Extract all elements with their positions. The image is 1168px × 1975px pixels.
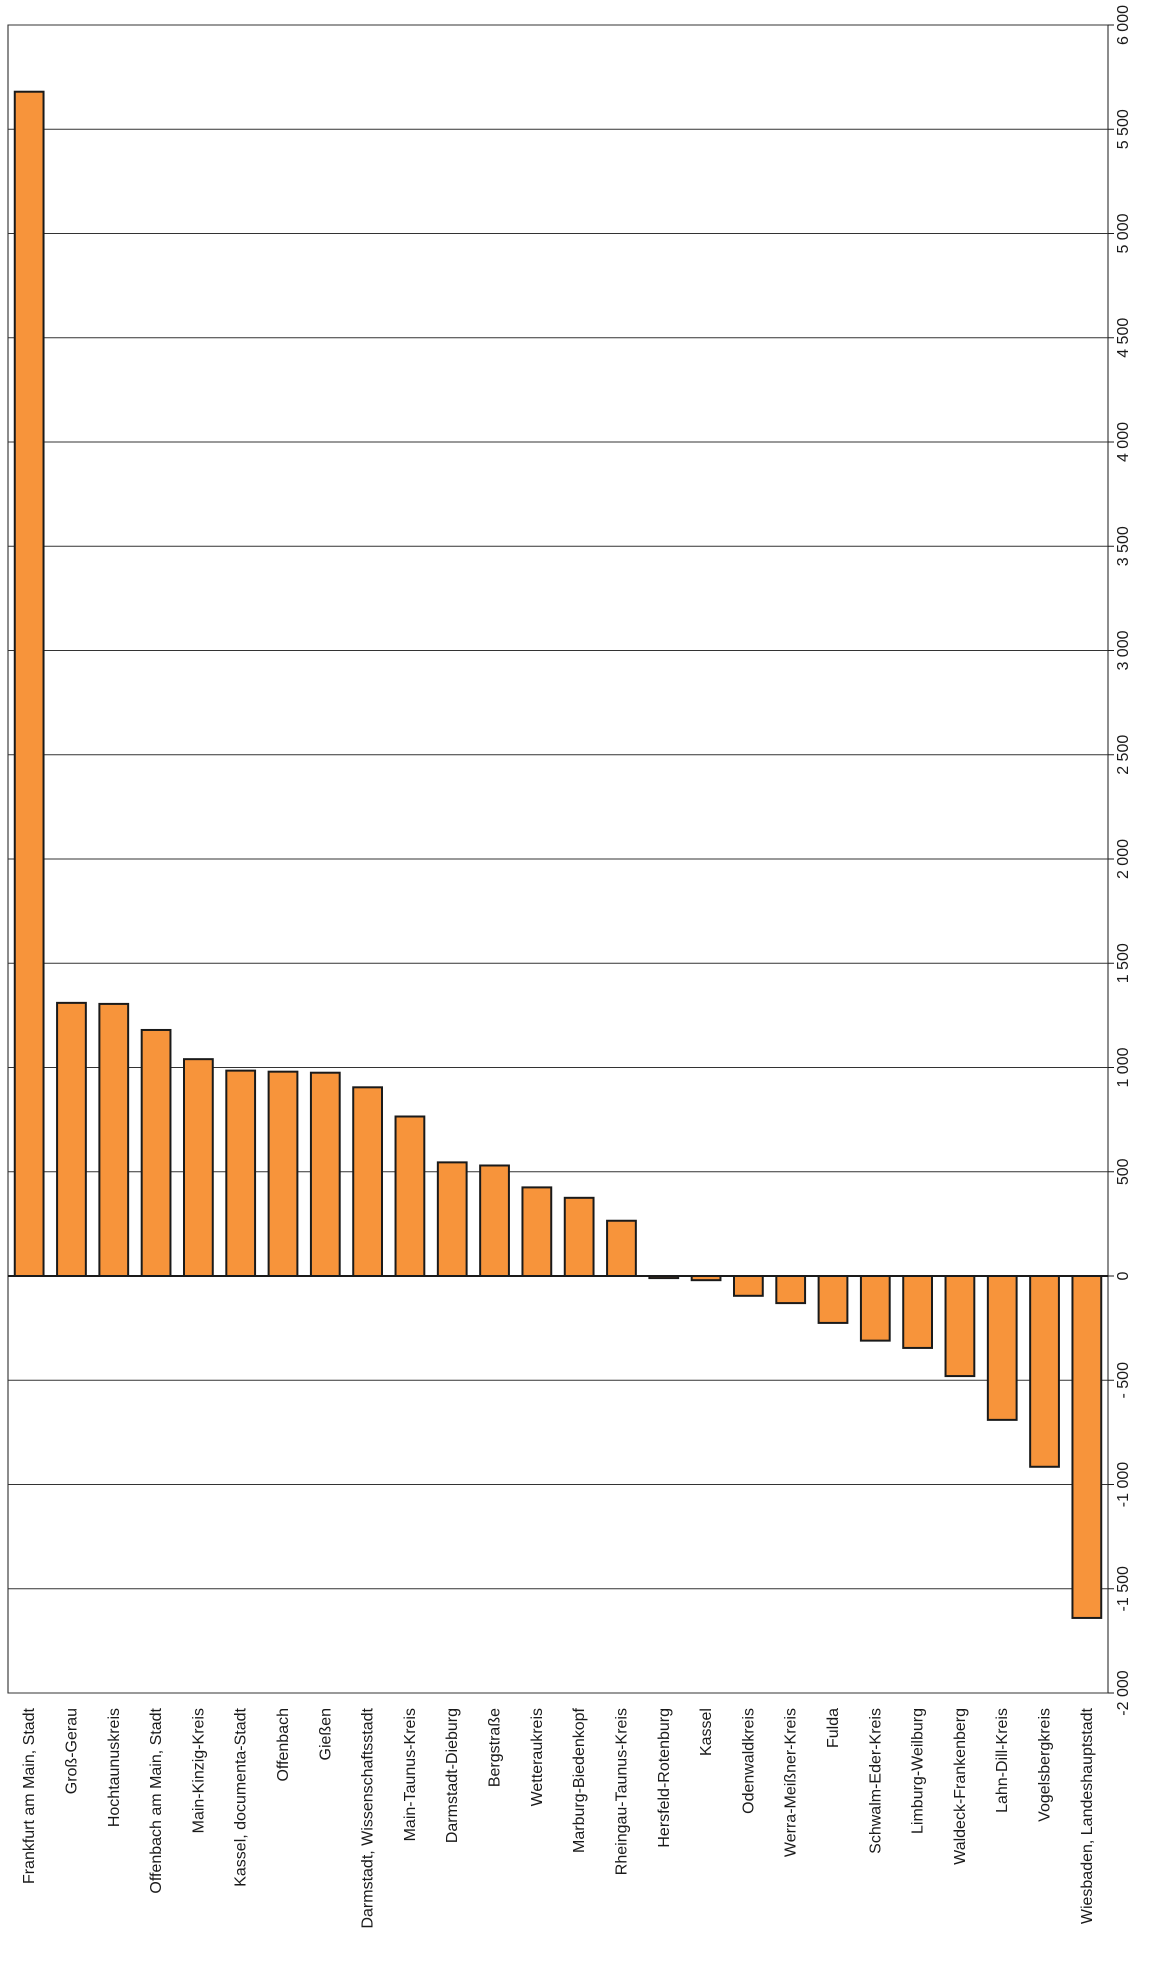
bar (183, 1058, 214, 1278)
tick-label: 1 500 (1115, 943, 1132, 983)
bar (1029, 1275, 1060, 1468)
tick-label: 3 000 (1115, 630, 1132, 670)
tick-label: 4 500 (1115, 318, 1132, 358)
tick-label: - 500 (1115, 1362, 1132, 1399)
bar (309, 1071, 341, 1278)
bar (13, 90, 45, 1278)
category-label: Main-Taunus-Kreis (402, 1708, 419, 1841)
tick-label: 2 000 (1115, 839, 1132, 879)
bar (817, 1275, 849, 1324)
tick-label: -1 000 (1115, 1462, 1132, 1507)
tick-label: 5 000 (1115, 213, 1132, 253)
tick-label: 5 500 (1115, 109, 1132, 149)
tick-label: 0 (1115, 1271, 1132, 1280)
value-tick-labels: -2 000 -1 500 -1 000 - 500 0 500 1 000 1 500 2 0… (1115, 5, 1132, 1716)
category-label: Marburg-Biedenkopf (571, 1707, 588, 1853)
tick-label: 500 (1115, 1158, 1132, 1185)
bar (563, 1196, 595, 1277)
category-label: Gießen (317, 1708, 334, 1760)
bar (479, 1164, 510, 1277)
category-label: Wiesbaden, Landeshauptstadt (1079, 1707, 1096, 1924)
bar (140, 1028, 172, 1277)
category-label: Darmstadt-Dieburg (444, 1708, 461, 1843)
bar (394, 1115, 426, 1278)
category-label: Hochtaunuskreis (106, 1708, 123, 1827)
category-label: Odenwaldkreis (740, 1708, 757, 1814)
category-label: Werra-Meißner-Kreis (783, 1708, 800, 1857)
category-label: Frankfurt am Main, Stadt (21, 1707, 38, 1884)
bar (986, 1275, 1018, 1421)
bar (521, 1186, 553, 1277)
tick-label: -1 500 (1115, 1566, 1132, 1611)
bar (225, 1069, 257, 1277)
category-labels: Frankfurt am Main, Stadt Groß-Gerau Hochta… (21, 1707, 1096, 1928)
category-label: Rheingau-Taunus-Kreis (613, 1708, 630, 1875)
category-label: Fulda (825, 1708, 842, 1748)
category-label: Hersfeld-Rotenburg (656, 1708, 673, 1848)
category-label: Offenbach (275, 1708, 292, 1782)
bar (775, 1275, 807, 1305)
bar (733, 1275, 764, 1297)
tick-label: 3 500 (1115, 526, 1132, 566)
tick-label: 4 000 (1115, 422, 1132, 462)
bar (436, 1161, 468, 1278)
tick-label: 2 500 (1115, 735, 1132, 775)
category-label: Waldeck-Frankenberg (952, 1708, 969, 1865)
category-label: Limburg-Weilburg (910, 1708, 927, 1834)
category-label: Main-Kinzig-Kreis (190, 1708, 207, 1833)
bars (13, 90, 1103, 1619)
bar (859, 1275, 891, 1342)
category-label: Kassel (698, 1708, 715, 1756)
tick-label: -2 000 (1115, 1670, 1132, 1715)
bar (98, 1002, 130, 1277)
tick-label: 1 000 (1115, 1047, 1132, 1087)
category-label: Darmstadt, Wissenschaftsstadt (360, 1707, 377, 1928)
category-label: Vogelsbergkreis (1037, 1708, 1054, 1822)
category-label: Offenbach am Main, Stadt (148, 1707, 165, 1893)
bar (352, 1086, 384, 1277)
category-label: Wetteraukreis (529, 1708, 546, 1806)
category-label: Schwalm-Eder-Kreis (867, 1708, 884, 1854)
bar (56, 1001, 87, 1277)
bar (944, 1275, 976, 1378)
category-label: Lahn-Dill-Kreis (994, 1708, 1011, 1813)
bar (902, 1275, 934, 1349)
bar (1071, 1275, 1103, 1619)
tick-label: 6 000 (1115, 5, 1132, 45)
category-label: Kassel, documenta-Stadt (233, 1707, 250, 1886)
bar (606, 1219, 637, 1278)
bar (267, 1070, 299, 1278)
category-label: Bergstraße (487, 1708, 504, 1787)
category-label: Groß-Gerau (63, 1708, 80, 1794)
